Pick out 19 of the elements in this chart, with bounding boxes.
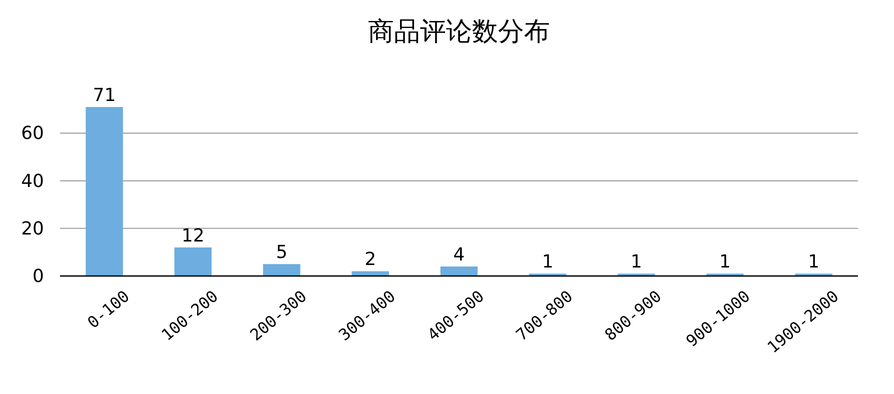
bar [440,266,478,276]
data-label: 5 [276,242,288,264]
data-label: 12 [182,225,204,246]
y-tick-label: 0 [32,266,44,287]
data-label: 2 [364,249,376,270]
data-label: 1 [630,252,642,273]
y-tick-label: 20 [21,218,44,240]
data-label: 71 [92,85,116,106]
chart-title: 商品评论数分布 [368,17,550,47]
data-label: 1 [719,252,731,273]
bar [174,247,212,276]
bar [263,264,300,276]
bar [86,107,123,276]
y-tick-label: 40 [21,170,44,192]
bar [352,271,389,276]
data-label: 4 [453,244,465,266]
data-label: 1 [542,252,554,273]
y-tick-label: 60 [21,123,44,144]
data-label: 1 [808,252,820,273]
